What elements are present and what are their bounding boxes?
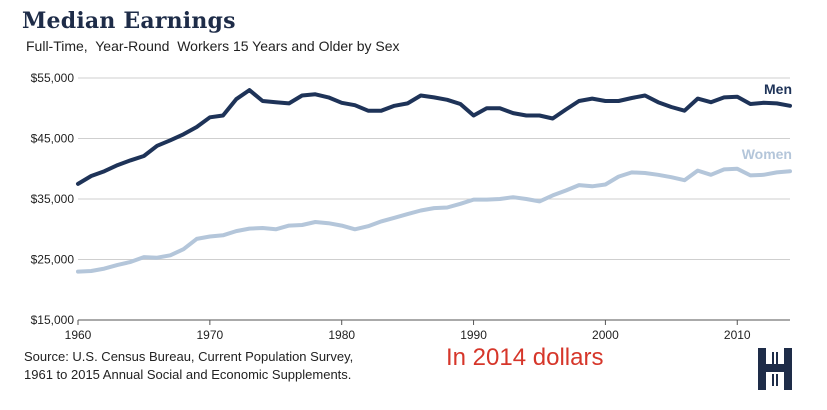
chart-subtitle: Full-Time, Year-Round Workers 15 Years a…: [26, 38, 400, 54]
y-tick-label-55000: $55,000: [31, 71, 75, 85]
chart-title: Median Earnings: [22, 8, 236, 34]
y-tick-label-35000: $35,000: [31, 192, 75, 206]
dollars-note: In 2014 dollars: [446, 344, 604, 371]
series-line-women: [76, 166, 792, 274]
x-tick-label-2000: 2000: [592, 328, 619, 342]
source-note: Source: U.S. Census Bureau, Current Popu…: [24, 348, 353, 384]
x-tick-label-1980: 1980: [328, 328, 355, 342]
source-line-2: 1961 to 2015 Annual Social and Economic …: [24, 367, 352, 382]
x-tick-label-1970: 1970: [197, 328, 224, 342]
y-tick-label-15000: $15,000: [31, 313, 75, 327]
y-tick-label-25000: $25,000: [31, 253, 75, 267]
x-tick-label-2010: 2010: [724, 328, 751, 342]
series-label-men: Men: [764, 81, 792, 97]
x-tick-label-1960: 1960: [65, 328, 92, 342]
series-label-women: Women: [742, 146, 792, 162]
x-tick-label-1990: 1990: [460, 328, 487, 342]
source-line-1: Source: U.S. Census Bureau, Current Popu…: [24, 349, 354, 364]
y-tick-label-45000: $45,000: [31, 132, 75, 146]
hamilton-h-logo-icon: [758, 348, 792, 390]
series-line-men: [76, 88, 792, 186]
